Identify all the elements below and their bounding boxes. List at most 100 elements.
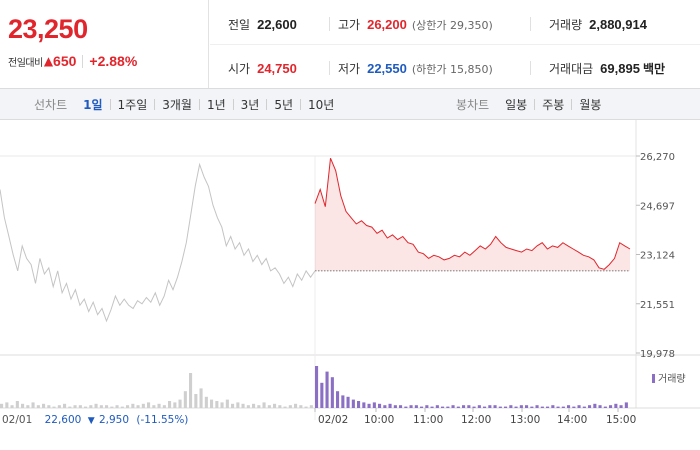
volume-bars	[0, 366, 628, 408]
prev-day-percent: (-11.55%)	[136, 414, 188, 426]
divider	[154, 98, 156, 110]
volume-bar-today	[593, 403, 597, 408]
volume-bar-today	[509, 405, 513, 408]
stat-prev-value: 22,600	[257, 17, 297, 32]
volume-bar-today	[577, 405, 581, 408]
volume-bar-today	[404, 406, 408, 408]
volume-bar-prev	[84, 406, 88, 408]
volume-bar-prev	[215, 401, 219, 408]
volume-bar-prev	[52, 406, 56, 408]
chart-toolbar: 선차트 1일 1주일 3개월 1년 3년 5년 10년 봉차트 일봉 주봉 월봉	[0, 88, 700, 120]
volume-bar-prev	[47, 405, 51, 408]
period-10y[interactable]: 10년	[308, 97, 335, 112]
volume-bar-today	[525, 405, 529, 408]
divider	[198, 98, 200, 110]
stat-amount-unit: 백만	[642, 62, 666, 76]
volume-bar-today	[530, 406, 534, 408]
change-amount: 650	[53, 53, 77, 69]
volume-bar-prev	[115, 405, 119, 408]
stat-upper-limit: (상한가 29,350)	[411, 19, 493, 32]
stat-volume-value: 2,880,914	[589, 17, 647, 32]
period-3m[interactable]: 3개월	[162, 97, 192, 112]
volume-bar-today	[325, 371, 329, 408]
change-row: 전일대비 ▲ 650 +2.88%	[8, 53, 137, 69]
stat-open-value: 24,750	[257, 61, 297, 76]
divider	[266, 98, 268, 110]
volume-bar-today	[441, 406, 445, 408]
volume-bar-prev	[210, 399, 214, 408]
volume-bar-today	[378, 403, 382, 408]
candle-monthly[interactable]: 월봉	[579, 97, 602, 112]
prev-day-close: 22,600	[45, 414, 82, 426]
volume-bar-today	[619, 405, 623, 408]
volume-bar-prev	[31, 402, 35, 408]
period-1y[interactable]: 1년	[206, 97, 226, 112]
stat-high-value: 26,200	[367, 17, 407, 32]
stat-lower-limit: (하한가 15,850)	[411, 63, 493, 76]
stats-row-divider	[210, 44, 700, 45]
divider	[530, 17, 531, 31]
prev-day-summary: 02/01 22,600 ▼ 2,950 (-11.55%)	[2, 414, 188, 426]
period-5y[interactable]: 5년	[274, 97, 294, 112]
volume-bar-prev	[157, 403, 161, 408]
volume-bar-today	[504, 406, 508, 408]
stat-amount-label: 거래대금	[549, 62, 594, 76]
series-line-today	[314, 158, 631, 270]
volume-bar-prev	[78, 405, 82, 408]
volume-bar-prev	[162, 405, 166, 408]
volume-bar-prev	[267, 405, 271, 408]
volume-bar-today	[420, 406, 424, 408]
candle-daily[interactable]: 일봉	[505, 97, 528, 112]
volume-bar-prev	[283, 406, 287, 408]
volume-bar-today	[393, 405, 397, 408]
price-lines	[0, 158, 631, 323]
volume-bar-prev	[273, 403, 277, 408]
volume-bar-prev	[199, 388, 203, 408]
volume-bar-prev	[141, 403, 145, 408]
volume-bar-today	[430, 406, 434, 408]
volume-bar-prev	[231, 403, 235, 408]
volume-bar-today	[336, 391, 340, 408]
volume-bar-prev	[10, 405, 14, 408]
volume-bar-prev	[99, 405, 103, 408]
today-fill	[315, 158, 630, 271]
volume-bar-prev	[110, 406, 114, 408]
y-tick-label: 24,697	[640, 201, 675, 212]
volume-bar-today	[556, 406, 560, 408]
volume-bar-today	[425, 405, 429, 408]
volume-bar-today	[367, 403, 371, 408]
volume-legend-label: 거래량	[658, 373, 686, 385]
volume-bar-prev	[152, 405, 156, 408]
volume-bar-today	[451, 405, 455, 408]
period-1w[interactable]: 1주일	[117, 97, 148, 112]
volume-bar-prev	[178, 399, 182, 408]
volume-bar-prev	[42, 403, 46, 408]
y-axis-ticks: 26,270 24,697 23,124 21,551 19,978	[636, 152, 675, 360]
stats-panel: 전일 22,600 고가 26,200 (상한가 29,350) 거래량 2,8…	[210, 0, 700, 88]
period-3y[interactable]: 3년	[240, 97, 260, 112]
divider	[530, 61, 531, 75]
stat-low-value: 22,550	[367, 61, 407, 76]
line-chart-label: 선차트	[34, 97, 68, 112]
volume-bar-today	[609, 405, 613, 408]
volume-bar-prev	[236, 402, 240, 408]
x-tick-label: 11:00	[413, 414, 443, 426]
x-axis-ticks: 02/02 10:00 11:00 12:00 13:00 14:00 15:00	[314, 408, 636, 426]
up-triangle-icon: ▲	[43, 54, 54, 68]
volume-bar-prev	[309, 405, 313, 408]
volume-bar-prev	[0, 403, 4, 408]
volume-bar-prev	[246, 405, 250, 408]
volume-bar-today	[588, 405, 592, 408]
today-fill-area	[315, 158, 630, 271]
divider	[109, 98, 111, 110]
volume-bar-prev	[15, 401, 19, 408]
stat-volume-label: 거래량	[549, 18, 583, 32]
volume-bar-today	[603, 406, 607, 408]
volume-bar-prev	[68, 406, 72, 408]
volume-bar-prev	[225, 399, 229, 408]
period-1d[interactable]: 1일	[83, 97, 103, 112]
volume-bar-prev	[126, 405, 130, 408]
volume-bar-prev	[173, 402, 177, 408]
candle-weekly[interactable]: 주봉	[542, 97, 565, 112]
volume-bar-prev	[73, 405, 77, 408]
